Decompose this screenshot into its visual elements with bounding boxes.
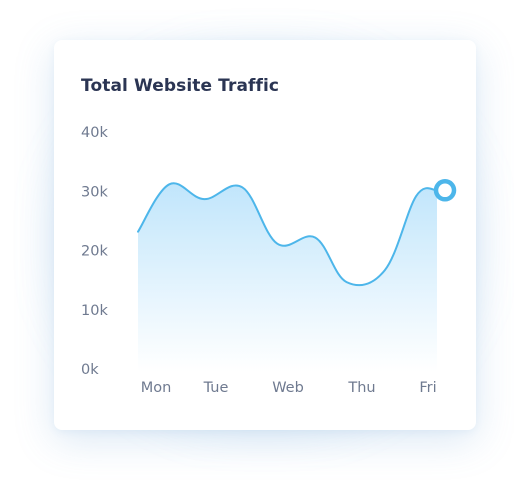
traffic-line xyxy=(137,182,438,287)
x-tick-label: Thu xyxy=(347,380,375,396)
y-tick-label: 10k xyxy=(81,303,108,319)
y-tick-label: 30k xyxy=(81,184,108,200)
card-title: Total Website Traffic xyxy=(81,76,280,96)
x-tick-label: Tue xyxy=(203,380,229,396)
traffic-area xyxy=(138,183,437,372)
x-axis-ticks: Mon Tue Web Thu Fri xyxy=(141,380,437,396)
y-tick-label: 20k xyxy=(81,244,108,260)
x-tick-label: Fri xyxy=(419,380,436,396)
y-axis-ticks: 40k 30k 20k 10k 0k xyxy=(81,125,108,378)
x-tick-label: Web xyxy=(272,380,304,396)
y-tick-label: 0k xyxy=(81,362,99,378)
highlight-marker[interactable] xyxy=(433,179,457,202)
x-tick-label: Mon xyxy=(141,380,172,396)
y-tick-label: 40k xyxy=(81,125,108,141)
